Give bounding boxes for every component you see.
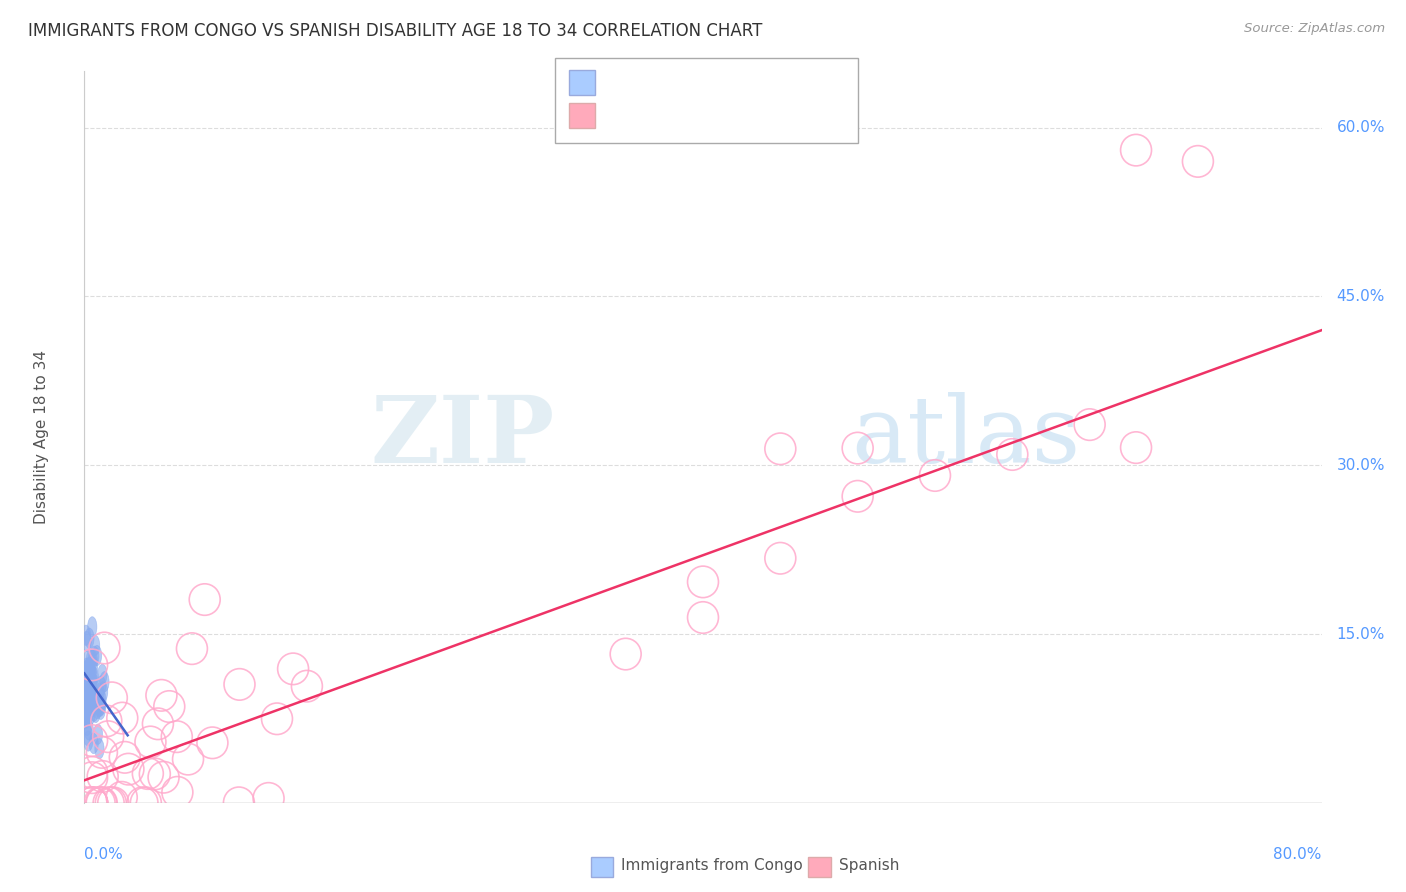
Ellipse shape — [83, 731, 93, 751]
Ellipse shape — [82, 625, 90, 646]
Ellipse shape — [82, 662, 90, 681]
Ellipse shape — [82, 707, 90, 728]
Ellipse shape — [82, 698, 90, 717]
Ellipse shape — [90, 646, 98, 666]
Ellipse shape — [100, 672, 110, 692]
Ellipse shape — [84, 693, 94, 714]
Ellipse shape — [96, 699, 105, 720]
Ellipse shape — [93, 724, 103, 744]
Text: 15.0%: 15.0% — [1337, 626, 1385, 641]
Ellipse shape — [86, 667, 96, 688]
Ellipse shape — [86, 675, 94, 696]
Ellipse shape — [87, 693, 96, 713]
Ellipse shape — [84, 720, 93, 740]
Text: IMMIGRANTS FROM CONGO VS SPANISH DISABILITY AGE 18 TO 34 CORRELATION CHART: IMMIGRANTS FROM CONGO VS SPANISH DISABIL… — [28, 22, 762, 40]
Ellipse shape — [83, 662, 93, 682]
Ellipse shape — [86, 692, 94, 713]
Text: 45.0%: 45.0% — [1337, 289, 1385, 304]
Ellipse shape — [84, 684, 93, 705]
Ellipse shape — [87, 681, 96, 701]
Ellipse shape — [96, 694, 104, 714]
Ellipse shape — [83, 672, 93, 691]
Text: R =  0.615  N = 58: R = 0.615 N = 58 — [603, 109, 755, 123]
Ellipse shape — [84, 689, 93, 708]
Ellipse shape — [87, 690, 97, 711]
Ellipse shape — [87, 666, 97, 687]
Ellipse shape — [98, 665, 107, 684]
Ellipse shape — [84, 677, 94, 698]
Ellipse shape — [89, 650, 97, 670]
Ellipse shape — [96, 697, 104, 717]
Ellipse shape — [94, 739, 104, 759]
Ellipse shape — [83, 700, 93, 721]
Text: Disability Age 18 to 34: Disability Age 18 to 34 — [34, 350, 49, 524]
Text: Spanish: Spanish — [839, 858, 900, 872]
Ellipse shape — [98, 681, 108, 702]
Ellipse shape — [84, 671, 93, 690]
Ellipse shape — [82, 632, 91, 651]
Text: ZIP: ZIP — [370, 392, 554, 482]
Ellipse shape — [97, 690, 105, 710]
Ellipse shape — [83, 715, 91, 736]
Ellipse shape — [93, 646, 101, 665]
Ellipse shape — [97, 676, 105, 697]
Ellipse shape — [80, 687, 90, 706]
Ellipse shape — [87, 697, 96, 717]
Ellipse shape — [86, 705, 96, 724]
Ellipse shape — [84, 684, 93, 705]
Ellipse shape — [83, 705, 91, 725]
Ellipse shape — [84, 658, 93, 679]
Text: 60.0%: 60.0% — [1337, 120, 1385, 135]
Ellipse shape — [89, 683, 97, 704]
Text: atlas: atlas — [852, 392, 1081, 482]
Ellipse shape — [82, 708, 90, 728]
Ellipse shape — [86, 660, 96, 681]
Ellipse shape — [89, 733, 98, 754]
Text: 80.0%: 80.0% — [1274, 847, 1322, 862]
Ellipse shape — [97, 695, 105, 715]
Ellipse shape — [90, 693, 98, 714]
Ellipse shape — [96, 683, 104, 704]
Text: 0.0%: 0.0% — [84, 847, 124, 862]
Ellipse shape — [83, 690, 93, 711]
Ellipse shape — [84, 673, 94, 694]
Ellipse shape — [89, 666, 98, 687]
Ellipse shape — [84, 657, 94, 678]
Text: Source: ZipAtlas.com: Source: ZipAtlas.com — [1244, 22, 1385, 36]
Ellipse shape — [93, 694, 101, 714]
Ellipse shape — [93, 698, 101, 719]
Text: R = -0.281  N = 78: R = -0.281 N = 78 — [603, 76, 756, 90]
Ellipse shape — [87, 672, 97, 692]
Ellipse shape — [86, 698, 94, 718]
Ellipse shape — [83, 665, 91, 685]
Ellipse shape — [87, 697, 97, 716]
Ellipse shape — [86, 649, 96, 669]
Ellipse shape — [83, 651, 93, 671]
Text: Immigrants from Congo: Immigrants from Congo — [621, 858, 803, 872]
Ellipse shape — [84, 658, 94, 679]
Ellipse shape — [86, 684, 96, 704]
Ellipse shape — [86, 667, 94, 688]
Ellipse shape — [84, 628, 94, 648]
Ellipse shape — [83, 725, 93, 746]
Ellipse shape — [90, 635, 100, 656]
Ellipse shape — [80, 704, 90, 724]
Ellipse shape — [90, 701, 98, 722]
Ellipse shape — [83, 677, 91, 698]
Ellipse shape — [84, 657, 94, 678]
Ellipse shape — [80, 696, 90, 716]
Ellipse shape — [89, 656, 97, 676]
Ellipse shape — [82, 658, 91, 678]
Ellipse shape — [89, 673, 98, 694]
Ellipse shape — [87, 616, 97, 637]
Ellipse shape — [87, 679, 96, 699]
Ellipse shape — [91, 702, 100, 723]
Text: 30.0%: 30.0% — [1337, 458, 1385, 473]
